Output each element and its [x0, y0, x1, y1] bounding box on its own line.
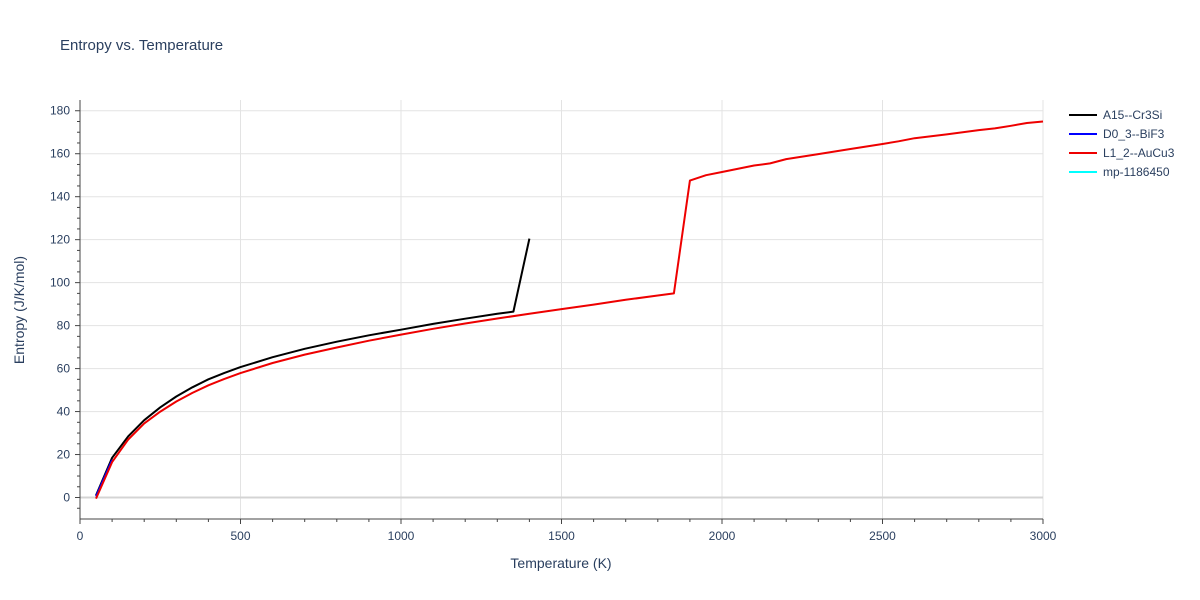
y-axis-title: Entropy (J/K/mol)	[11, 256, 27, 364]
x-axis-title: Temperature (K)	[510, 555, 611, 571]
legend-label: A15--Cr3Si	[1103, 108, 1162, 122]
y-tick-label: 0	[63, 491, 70, 505]
plot-area	[95, 120, 1044, 500]
x-tick-label: 500	[230, 529, 250, 543]
y-tick-label: 180	[50, 104, 70, 118]
y-tick-label: 60	[57, 362, 71, 376]
legend-label: D0_3--BiF3	[1103, 127, 1165, 141]
x-tick-label: 2000	[709, 529, 736, 543]
axes	[75, 100, 1044, 524]
y-tick-label: 160	[50, 147, 70, 161]
x-tick-label: 2500	[869, 529, 896, 543]
x-tick-label: 0	[77, 529, 84, 543]
legend-label: L1_2--AuCu3	[1103, 146, 1175, 160]
grid-lines	[80, 100, 1044, 519]
legend: A15--Cr3Si D0_3--BiF3 L1_2--AuCu3 mp-118645…	[1069, 108, 1175, 179]
series-line-l1-2-aucu3	[95, 120, 1044, 500]
y-tick-label: 20	[57, 448, 71, 462]
chart-title: Entropy vs. Temperature	[60, 37, 223, 54]
x-tick-label: 3000	[1030, 529, 1057, 543]
x-tick-label: 1000	[388, 529, 415, 543]
y-tick-label: 80	[57, 319, 71, 333]
legend-label: mp-1186450	[1103, 165, 1170, 179]
x-axis-ticks: 0 500 1000 1500 2000 2500 3000	[77, 529, 1057, 543]
y-tick-label: 100	[50, 276, 70, 290]
y-tick-label: 140	[50, 190, 70, 204]
y-tick-label: 120	[50, 233, 70, 247]
y-axis-ticks: 0 20 40 60 80 100 120 140 160 180	[50, 104, 70, 505]
series-line-a15-cr3si	[95, 238, 531, 496]
x-tick-label: 1500	[548, 529, 575, 543]
y-tick-label: 40	[57, 405, 71, 419]
